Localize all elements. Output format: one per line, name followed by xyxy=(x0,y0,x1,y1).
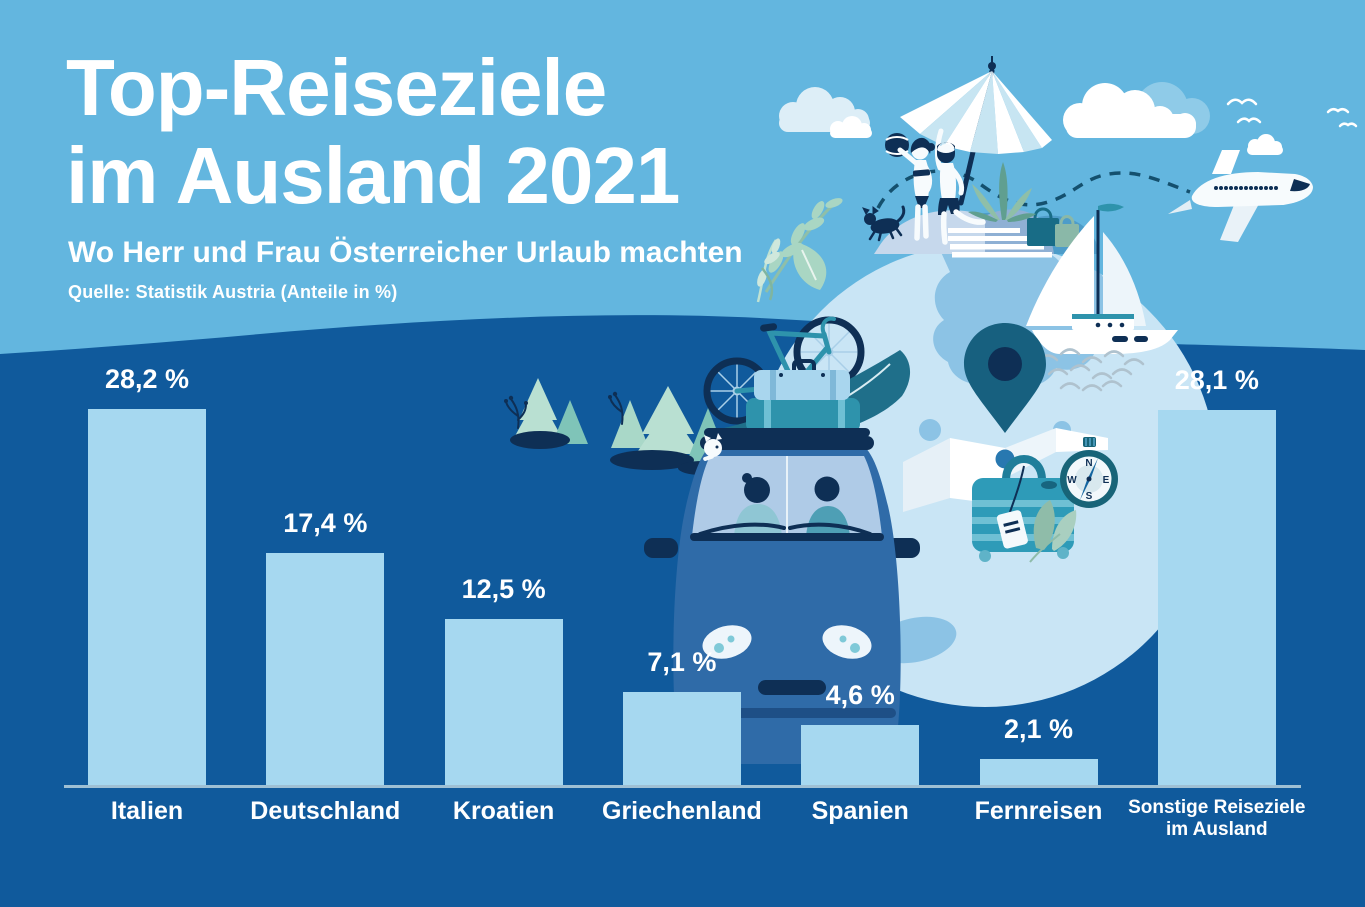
bar xyxy=(622,692,741,787)
beach-couple xyxy=(885,128,986,245)
category-label: Sonstige Reiseziele im Ausland xyxy=(1128,797,1306,840)
tag-string xyxy=(1009,465,1025,513)
svg-text:N: N xyxy=(1085,458,1092,469)
flight-path-dashes xyxy=(876,169,1191,209)
category-label: Griechenland xyxy=(602,797,762,825)
bar xyxy=(801,725,920,787)
category-label: Italien xyxy=(110,797,184,825)
category-label: Kroatien xyxy=(452,797,555,825)
sailboat-icon xyxy=(1026,203,1178,354)
title-line-1: Top-Reiseziele xyxy=(66,43,607,132)
bar-value-label: 17,4 % xyxy=(283,508,368,538)
svg-text:S: S xyxy=(1086,491,1093,502)
x-axis xyxy=(64,785,1301,788)
sea-waves xyxy=(1037,348,1145,392)
mound-left xyxy=(874,210,985,254)
bar-value-label: 4,6 % xyxy=(825,680,895,710)
agave-plant xyxy=(968,162,1036,222)
title-line-2: im Ausland 2021 xyxy=(66,131,680,220)
steps xyxy=(948,228,1052,258)
category-label: Deutschland xyxy=(250,797,401,825)
dog-icon xyxy=(862,205,906,242)
category-label: Fernreisen xyxy=(974,797,1103,825)
bar-value-label: 28,2 % xyxy=(104,364,190,394)
parasol-icon xyxy=(900,56,1052,206)
suitcase-icon xyxy=(972,455,1077,563)
svg-text:W: W xyxy=(1067,475,1077,486)
man xyxy=(935,128,986,245)
category-label: Spanien xyxy=(811,797,909,825)
bar-value-label: 2,1 % xyxy=(1003,714,1074,744)
compass-icon: N S W E xyxy=(1060,437,1118,508)
header: Top-Reiseziele im Ausland 2021 Wo Herr un… xyxy=(66,44,846,303)
svg-text:E: E xyxy=(1103,475,1110,486)
bar xyxy=(444,619,563,787)
pet-at-window xyxy=(703,433,722,461)
bird-icon xyxy=(1226,98,1358,128)
leaf xyxy=(1052,510,1077,551)
chart-subtitle: Wo Herr und Frau Österreicher Urlaub mac… xyxy=(68,236,743,269)
leaf xyxy=(1033,500,1055,550)
cloud-icon xyxy=(779,82,1283,155)
woman xyxy=(885,133,935,241)
bar xyxy=(1157,410,1276,787)
bar xyxy=(266,553,385,787)
page-title: Top-Reiseziele im Ausland 2021 xyxy=(66,44,846,220)
airplane-icon xyxy=(1168,150,1313,242)
bar-value-label: 7,1 % xyxy=(647,647,717,677)
luggage-tag-icon xyxy=(996,510,1028,549)
bar xyxy=(88,409,206,787)
bar xyxy=(979,759,1098,787)
bar-value-label: 12,5 % xyxy=(461,574,546,604)
car-icon xyxy=(644,433,920,778)
roof-suitcases xyxy=(704,359,870,445)
source-note: Quelle: Statistik Austria (Anteile in %) xyxy=(68,282,398,302)
leaf-branches xyxy=(756,198,843,303)
bar-value-label: 28,1 % xyxy=(1174,365,1259,395)
